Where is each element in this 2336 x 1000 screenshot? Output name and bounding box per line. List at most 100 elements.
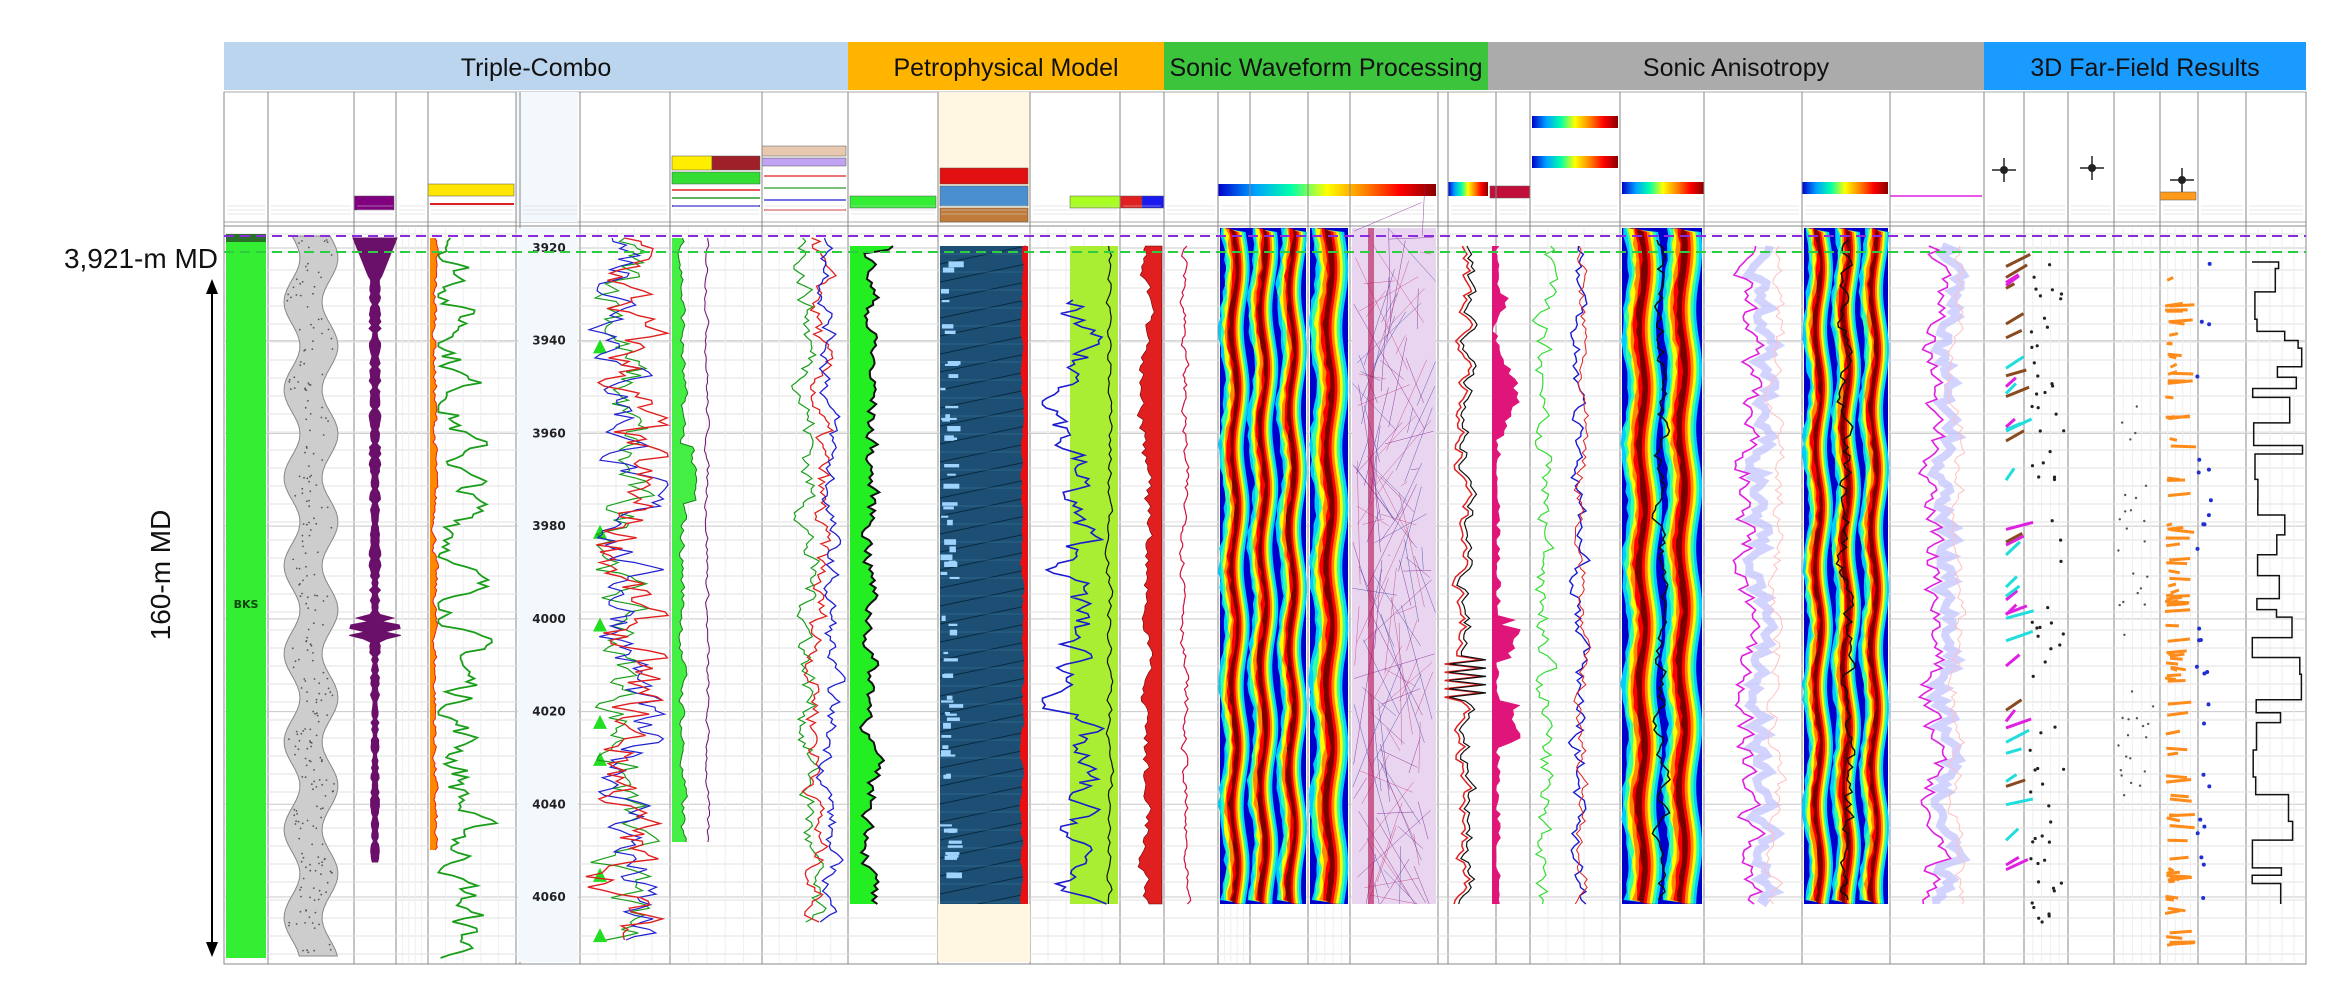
track-header-scale bbox=[761, 157, 847, 167]
section-title-triple-combo: Triple-Combo bbox=[461, 54, 612, 82]
fracture-tadpole bbox=[2005, 253, 2031, 268]
track-header-scale bbox=[939, 185, 1029, 207]
fracture-tadpole bbox=[2005, 584, 2021, 598]
stress-bar bbox=[2167, 637, 2191, 643]
track-header-scale bbox=[353, 195, 395, 211]
stress-bar bbox=[2170, 665, 2187, 672]
stress-bar bbox=[2170, 594, 2190, 598]
stress-bar bbox=[2165, 542, 2181, 548]
event-dot bbox=[2041, 461, 2045, 465]
track-header-scale bbox=[671, 171, 761, 185]
track-header-scale bbox=[761, 145, 847, 157]
fracture-tadpole bbox=[2004, 603, 2018, 616]
stress-bar bbox=[2168, 354, 2177, 360]
stress-bar bbox=[2165, 395, 2174, 400]
fracture-tadpole bbox=[2005, 368, 2027, 378]
fracture-tadpole bbox=[2005, 589, 2019, 602]
event-dot bbox=[2029, 330, 2034, 334]
event-dot bbox=[2058, 643, 2062, 647]
event-dot bbox=[2051, 886, 2056, 890]
event-dot bbox=[2043, 390, 2047, 395]
event-dot bbox=[2059, 881, 2063, 885]
fracture-tadpole bbox=[2005, 629, 2034, 643]
color-scale-bar bbox=[1448, 182, 1488, 196]
stress-bar bbox=[2170, 793, 2189, 799]
event-dot-blue bbox=[2202, 671, 2207, 676]
track-header-scale bbox=[2159, 191, 2197, 201]
stress-bar bbox=[2169, 797, 2192, 803]
event-dot-blue bbox=[2206, 513, 2211, 518]
event-dot bbox=[2049, 820, 2053, 824]
event-dot bbox=[2036, 861, 2040, 866]
event-dot bbox=[2030, 345, 2034, 349]
stress-bar bbox=[2166, 649, 2187, 655]
event-dot bbox=[2059, 297, 2063, 301]
event-dot bbox=[2030, 464, 2035, 468]
stress-bar bbox=[2169, 652, 2185, 658]
stress-bar bbox=[2168, 414, 2190, 421]
event-dot bbox=[2049, 647, 2053, 651]
sonic-blue-curve bbox=[815, 237, 846, 923]
event-dot bbox=[2035, 626, 2039, 630]
event-dot bbox=[2043, 660, 2047, 664]
stress-bar bbox=[2166, 276, 2174, 282]
event-dot bbox=[2050, 519, 2054, 523]
event-dot bbox=[2036, 880, 2041, 884]
event-dot-blue bbox=[2202, 721, 2206, 726]
section-title-sonic-anisotropy: Sonic Anisotropy bbox=[1643, 54, 1830, 82]
event-dot bbox=[2043, 858, 2047, 862]
color-scale-bar bbox=[1218, 184, 1436, 196]
event-dot bbox=[2028, 748, 2032, 752]
stress-bar bbox=[2166, 870, 2180, 875]
event-dot bbox=[2030, 404, 2034, 409]
fracture-tadpole bbox=[2005, 429, 2025, 443]
event-dot bbox=[2034, 287, 2038, 291]
event-dot bbox=[2032, 361, 2036, 365]
stress-bar bbox=[2169, 824, 2195, 830]
section-title-3d-far-field: 3D Far-Field Results bbox=[2030, 54, 2259, 82]
fracture-tadpole bbox=[2005, 728, 2030, 744]
event-dot bbox=[2030, 620, 2034, 624]
color-scale-bar bbox=[1532, 116, 1618, 128]
event-dot-blue bbox=[2202, 824, 2207, 829]
stress-bar bbox=[2168, 602, 2189, 606]
event-dot bbox=[2036, 374, 2040, 378]
stress-bar bbox=[2167, 679, 2186, 683]
stress-bar bbox=[2169, 813, 2177, 817]
fracture-tadpole bbox=[2004, 382, 2017, 395]
event-dot bbox=[2031, 840, 2035, 844]
fracture-tadpole bbox=[2005, 263, 2028, 279]
fracture-tadpole bbox=[2005, 653, 2021, 668]
sonic-red-curve bbox=[801, 237, 838, 923]
azimuth-curve-1 bbox=[1732, 245, 1766, 905]
event-dot bbox=[2035, 392, 2039, 396]
resistivity-deep-curve bbox=[585, 237, 671, 941]
stress-bar bbox=[2166, 935, 2183, 940]
event-dot bbox=[2047, 840, 2051, 844]
zone-label: BKS bbox=[234, 598, 259, 611]
fracture-tadpole bbox=[2004, 709, 2017, 723]
depth-tick-label: 4000 bbox=[532, 612, 565, 626]
event-dot bbox=[2032, 905, 2036, 910]
dispersion-mesh bbox=[1352, 228, 1436, 904]
event-dot-blue bbox=[2195, 831, 2200, 836]
fracture-tadpole bbox=[2005, 609, 2035, 620]
event-dot bbox=[2035, 344, 2039, 348]
fracture-tadpole bbox=[2004, 417, 2016, 429]
stress-bar bbox=[2169, 303, 2195, 308]
fracture-tadpole bbox=[2005, 747, 2022, 755]
event-dot-blue bbox=[2197, 638, 2201, 643]
stress-bar bbox=[2166, 596, 2183, 601]
section-title-sonic-waveform: Sonic Waveform Processing bbox=[1169, 54, 1482, 82]
anisotropy-black-curve-2 bbox=[1835, 239, 1856, 901]
track-header-scale bbox=[939, 167, 1029, 185]
stress-bar bbox=[2170, 528, 2195, 534]
event-dot bbox=[2031, 674, 2035, 679]
fracture-tadpole bbox=[2005, 312, 2025, 326]
stress-bar bbox=[2169, 437, 2178, 442]
track-header-scale bbox=[711, 155, 761, 171]
anisotropy-black-curve-1 bbox=[1651, 239, 1672, 901]
stress-bar bbox=[2165, 774, 2188, 780]
event-dot-blue bbox=[2197, 626, 2202, 631]
event-dot-blue bbox=[2199, 319, 2204, 324]
